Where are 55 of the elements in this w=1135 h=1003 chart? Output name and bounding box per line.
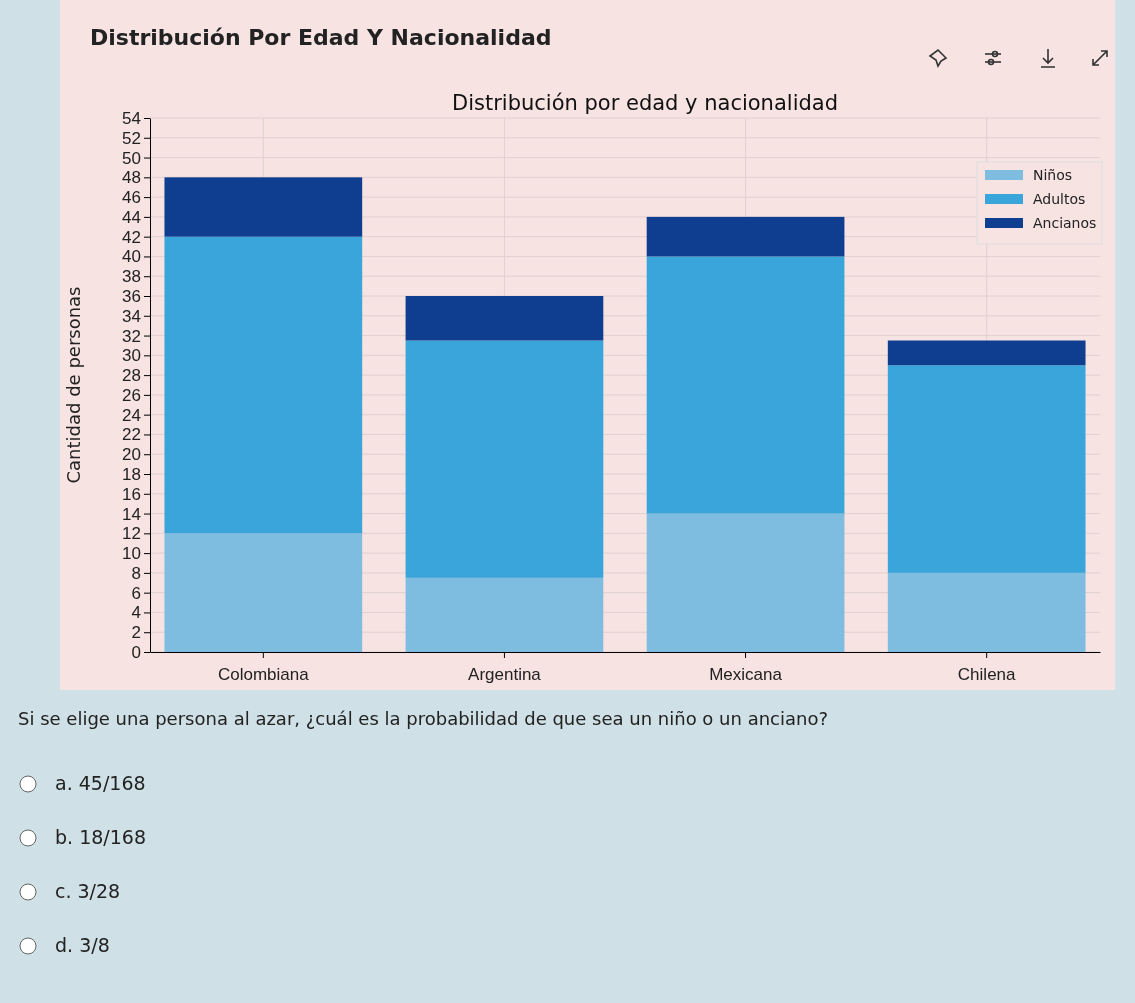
y-axis-title: Cantidad de personas [63,286,84,484]
y-tick-label: 34 [122,306,141,326]
y-tick-label: 44 [122,207,141,227]
bar [646,216,845,257]
bar [164,533,363,652]
y-tick-label: 4 [131,603,141,623]
chart-subtitle: Distribución Por Edad Y Nacionalidad [90,25,552,50]
y-tick-label: 14 [122,504,141,524]
text: c. 3/28 [55,880,121,902]
y-tick-label: 42 [122,227,141,247]
bar [646,256,845,514]
bar [405,296,604,341]
x-tick-label: Chilena [957,664,1017,684]
x-tick-label: Argentina [468,664,542,684]
y-tick-label: 46 [122,188,141,208]
y-tick-label: 28 [122,366,141,386]
y-tick-label: 38 [122,267,141,287]
bar [405,340,604,578]
y-tick-label: 22 [122,425,141,445]
y-tick-label: 16 [122,484,141,504]
x-tick-label: Colombiana [217,664,310,684]
y-tick-label: 26 [122,385,141,405]
y-tick-label: 18 [122,464,141,484]
y-tick-label: 30 [122,346,141,366]
y-tick-label: 6 [131,583,141,603]
text: d. 3/8 [55,934,110,956]
bar [646,513,845,652]
x-tick-label: Mexicana [709,664,783,684]
text: Si se elige una persona al azar, ¿cuál es la probabilidad de que sea un niño o un anciano? [18,708,828,729]
y-tick-label: 36 [122,286,141,306]
chart-title: Distribución por edad y nacionalidad [452,91,838,115]
y-tick-label: 48 [122,168,141,188]
y-tick-label: 40 [122,247,141,267]
y-tick-label: 20 [122,445,141,465]
bar [405,577,604,652]
legend-label: Ancianos [1033,215,1097,231]
bar [164,177,363,237]
y-tick-label: 0 [131,642,141,662]
bar [887,365,1086,573]
y-tick-label: 54 [122,108,141,128]
y-tick-label: 52 [122,128,141,148]
bar [164,236,363,534]
y-tick-label: 24 [122,405,141,425]
y-tick-label: 8 [131,563,141,583]
text: b. 18/168 [55,826,146,848]
bar [887,572,1086,652]
y-tick-label: 10 [122,544,141,564]
y-tick-label: 12 [122,524,141,544]
y-tick-label: 32 [122,326,141,346]
bar [887,340,1086,366]
legend-label: Niños [1033,167,1073,183]
text: a. 45/168 [55,772,146,794]
y-tick-label: 2 [131,623,141,643]
legend-label: Adultos [1033,191,1086,207]
y-tick-label: 50 [122,148,141,168]
